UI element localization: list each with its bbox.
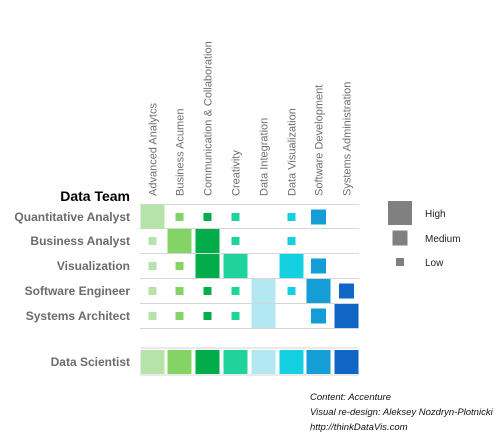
cell-visualization-software-development <box>311 258 326 274</box>
legend-swatch-medium <box>392 230 408 246</box>
cell-visualization-data-visualization <box>279 254 304 278</box>
row-label-quantitative-analyst: Quantitative Analyst <box>14 210 130 224</box>
cell-software-engineer-data-integration <box>251 279 276 303</box>
cell-visualization-creativity <box>223 254 248 278</box>
legend-swatch-high <box>388 201 412 225</box>
cell-systems-architect-creativity <box>231 312 240 320</box>
column-header-systems-administration: Systems Administration <box>342 82 354 196</box>
column-header-software-development: Software Development <box>314 85 326 196</box>
cell-quantitative-analyst-software-development <box>311 209 326 225</box>
cell-software-engineer-communication-collaboration <box>203 287 212 295</box>
legend-label-medium: Medium <box>425 234 461 245</box>
cell-data-scientist-data-visualization <box>279 350 304 374</box>
cell-systems-architect-communication-collaboration <box>203 312 212 320</box>
cell-data-scientist-business-acumen <box>167 350 192 374</box>
cell-quantitative-analyst-communication-collaboration <box>203 213 212 221</box>
legend-label-low: Low <box>425 258 444 269</box>
cell-systems-architect-advanced-analytcs <box>148 312 157 320</box>
chart-title: Data Team <box>60 188 130 204</box>
cell-software-engineer-data-visualization <box>287 287 296 295</box>
cell-business-analyst-data-visualization <box>287 237 296 245</box>
cell-data-scientist-creativity <box>223 350 248 374</box>
cell-systems-architect-business-acumen <box>175 312 184 320</box>
cell-systems-architect-software-development <box>311 308 326 324</box>
cell-visualization-business-acumen <box>175 262 184 270</box>
cell-data-scientist-systems-administration <box>334 350 359 374</box>
credit-content: Content: Accenture <box>310 392 391 403</box>
row-label-visualization: Visualization <box>57 259 130 273</box>
legend-label-high: High <box>425 209 446 220</box>
cell-business-analyst-advanced-analytcs <box>148 237 157 245</box>
cell-business-analyst-business-acumen <box>167 229 192 253</box>
cell-business-analyst-communication-collaboration <box>195 229 220 253</box>
cell-data-scientist-communication-collaboration <box>195 350 220 374</box>
cell-quantitative-analyst-advanced-analytcs <box>140 205 165 229</box>
column-header-data-visualization: Data Visualization <box>287 108 299 196</box>
row-label-business-analyst: Business Analyst <box>30 234 130 248</box>
column-header-data-integration: Data Integration <box>259 118 271 196</box>
cell-data-scientist-software-development <box>306 350 331 374</box>
column-header-communication-collaboration: Communication & Collaboration <box>203 41 215 196</box>
row-label-data-scientist: Data Scientist <box>51 355 130 369</box>
cell-software-engineer-software-development <box>306 279 331 303</box>
column-header-business-acumen: Business Acumen <box>175 109 187 196</box>
cell-software-engineer-business-acumen <box>175 287 184 295</box>
cell-systems-architect-data-integration <box>251 304 276 328</box>
cell-data-scientist-data-integration <box>251 350 276 374</box>
cell-data-scientist-advanced-analytcs <box>140 350 165 374</box>
cell-quantitative-analyst-creativity <box>231 213 240 221</box>
cell-visualization-communication-collaboration <box>195 254 220 278</box>
column-header-advanced-analytcs: Advanced Analytcs <box>148 103 160 196</box>
legend-swatch-low <box>396 258 404 266</box>
cell-software-engineer-creativity <box>231 287 240 295</box>
credit-url[interactable]: http://thinkDataVis.com <box>310 422 408 433</box>
cell-systems-architect-systems-administration <box>334 304 359 328</box>
cell-visualization-advanced-analytcs <box>148 262 157 270</box>
cell-quantitative-analyst-business-acumen <box>175 213 184 221</box>
row-label-software-engineer: Software Engineer <box>25 284 131 298</box>
row-label-systems-architect: Systems Architect <box>26 309 130 323</box>
cell-software-engineer-advanced-analytcs <box>148 287 157 295</box>
cell-business-analyst-creativity <box>231 237 240 245</box>
credit-redesign: Visual re-design: Aleksey Nozdryn-Plotni… <box>310 407 493 418</box>
cell-quantitative-analyst-data-visualization <box>287 213 296 221</box>
cell-software-engineer-systems-administration <box>339 283 354 299</box>
column-header-creativity: Creativity <box>231 150 243 196</box>
